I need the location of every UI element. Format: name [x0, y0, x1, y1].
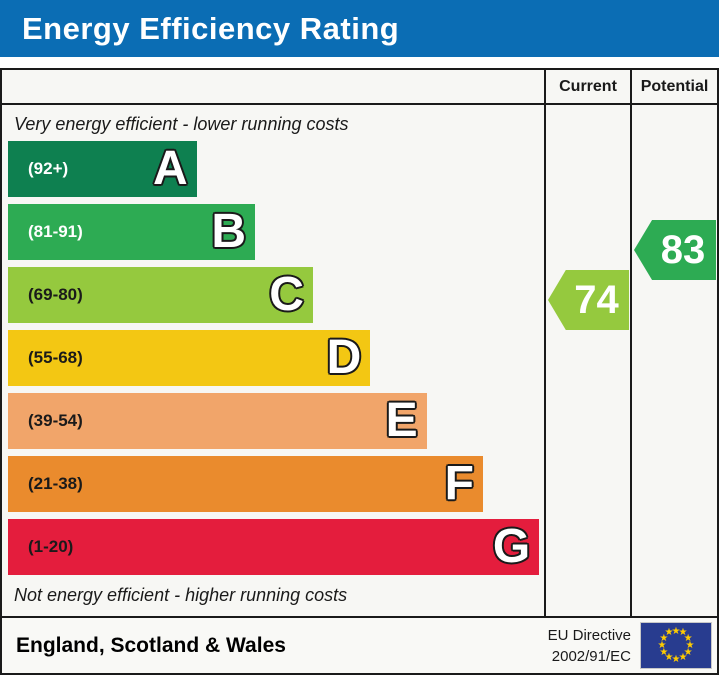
band-range-label: (69-80)	[28, 285, 83, 304]
eu-flag-star: ★	[664, 651, 674, 663]
eu-flag-star: ★	[678, 651, 688, 663]
eu-directive-line2: 2002/91/EC	[551, 647, 631, 665]
band-row-e: (39-54) E	[8, 393, 427, 449]
potential-column: 83	[630, 105, 717, 616]
eu-directive-line1: EU Directive	[547, 626, 631, 644]
eu-flag-star: ★	[683, 646, 693, 658]
eu-flag-star: ★	[659, 646, 669, 658]
band-row-f: (21-38) F	[8, 456, 483, 512]
band-row-c: (69-80) C	[8, 267, 313, 323]
eu-flag-icon: ★ ★ ★ ★ ★ ★ ★ ★ ★ ★ ★ ★	[640, 622, 712, 669]
band-range-label: (21-38)	[28, 474, 83, 493]
eu-flag-star: ★	[657, 639, 667, 651]
eu-flag-star: ★	[685, 639, 695, 651]
band-range-label: (81-91)	[28, 222, 83, 241]
region-label: England, Scotland & Wales	[16, 633, 286, 657]
band-letter: E	[385, 394, 418, 447]
band-row-b: (81-91) B	[8, 204, 256, 260]
caption-top: Very energy efficient - lower running co…	[14, 114, 349, 134]
table-header-row: Current Potential	[2, 70, 717, 105]
bands-column: Very energy efficient - lower running co…	[2, 105, 544, 616]
band-letter: D	[326, 331, 362, 384]
rating-bands: (92+) A (81-91) B (69-80) C (55-68) D	[2, 141, 544, 575]
eu-flag-star: ★	[671, 653, 681, 665]
band-letter: C	[269, 268, 304, 321]
band-range-label: (1-20)	[28, 537, 74, 556]
header-chart-spacer	[2, 70, 544, 103]
band-row-a: (92+) A	[8, 141, 197, 197]
header-current: Current	[544, 70, 630, 103]
footer-bar: England, Scotland & Wales EU Directive 2…	[0, 618, 719, 675]
eu-flag-star: ★	[659, 632, 669, 644]
band-letter: B	[211, 205, 247, 258]
table-body-row: Very energy efficient - lower running co…	[2, 105, 717, 616]
band-row-d: (55-68) D	[8, 330, 371, 386]
caption-bottom: Not energy efficient - higher running co…	[14, 585, 348, 605]
band-row-g: (1-20) G	[8, 519, 540, 575]
rating-table: Current Potential Very energy efficient …	[0, 68, 719, 618]
band-letter: G	[492, 520, 531, 573]
band-range-label: (39-54)	[28, 411, 83, 430]
band-range-label: (55-68)	[28, 348, 83, 367]
eu-flag-star: ★	[683, 632, 693, 644]
current-rating-arrow: 74	[548, 270, 629, 330]
header-potential: Potential	[630, 70, 717, 103]
eu-flag-star: ★	[671, 625, 681, 637]
current-column: 74	[544, 105, 630, 616]
potential-rating-arrow: 83	[634, 220, 716, 280]
eu-flag-star: ★	[678, 627, 688, 639]
page-title: Energy Efficiency Rating	[22, 10, 400, 46]
band-range-label: (92+)	[28, 159, 69, 178]
band-letter: F	[444, 457, 474, 510]
title-bar: Energy Efficiency Rating	[0, 0, 719, 57]
band-letter: A	[153, 142, 188, 195]
eu-directive-text: EU Directive 2002/91/EC	[548, 625, 631, 667]
eu-flag-star: ★	[664, 627, 674, 639]
